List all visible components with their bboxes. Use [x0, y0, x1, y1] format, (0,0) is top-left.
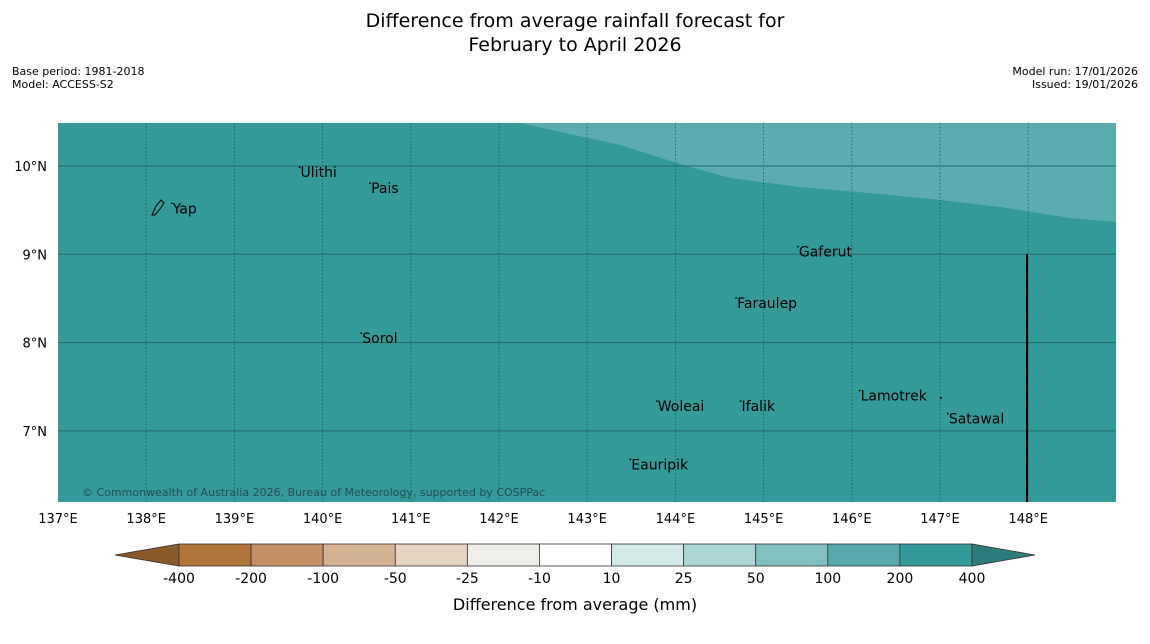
lon-tick-label: 147°E — [920, 512, 960, 527]
lon-tick-label: 140°E — [303, 512, 343, 527]
lon-tick-label: 137°E — [38, 512, 78, 527]
colorbar-bin — [827, 543, 901, 567]
graticule — [58, 123, 1116, 502]
lon-tick-label: 144°E — [656, 512, 696, 527]
colorbar-bin — [466, 543, 540, 567]
colorbar-tick-label: 100 — [814, 571, 841, 587]
meta-left: Base period: 1981-2018 Model: ACCESS-S2 — [12, 65, 144, 91]
colorbar-bin — [683, 543, 757, 567]
island-dot — [940, 397, 942, 399]
place-marker — [298, 166, 301, 169]
title-line-2: February to April 2026 — [468, 34, 682, 56]
lon-tick-label: 146°E — [832, 512, 872, 527]
model-run: Model run: 17/01/2026 — [1012, 65, 1138, 78]
colorbar-tick-label: -25 — [456, 571, 479, 587]
lon-tick-label: 141°E — [391, 512, 431, 527]
place-marker — [946, 412, 949, 415]
anomaly-region-50-100 — [520, 123, 1116, 222]
place-labels: Yap Ulithi Pais Gaferut Faraulep Sorol Lamotre… — [170, 165, 1004, 473]
colorbar-labels: -400 -200 -100 -50 -25 -10 10 25 50 100 200 400 — [163, 571, 985, 587]
colorbar-bin — [250, 543, 324, 567]
chart-title: Difference from average rainfall forecas… — [0, 9, 1150, 57]
place-label: Pais — [371, 181, 399, 197]
place-label: Lamotrek — [861, 389, 928, 405]
colorbar-extend-high — [971, 543, 1036, 567]
colorbar-bin — [394, 543, 468, 567]
latitude-labels: 10°N 9°N 8°N 7°N — [14, 160, 47, 440]
colorbar-tick-label: -10 — [528, 571, 551, 587]
colorbar-bin — [322, 543, 396, 567]
lon-tick-label: 145°E — [744, 512, 784, 527]
colorbar-bin — [178, 543, 252, 567]
place-marker — [369, 182, 372, 184]
issued-date: Issued: 19/01/2026 — [1031, 78, 1138, 91]
place-label: Faraulep — [737, 296, 797, 312]
colorbar-tick-label: -200 — [235, 571, 267, 587]
place-marker — [739, 400, 742, 403]
colorbar-tick-label: 400 — [959, 571, 986, 587]
lat-tick-label: 9°N — [23, 248, 48, 263]
place-marker — [735, 296, 738, 299]
colorbar-tick-label: 200 — [887, 571, 914, 587]
model-name: Model: ACCESS-S2 — [12, 78, 114, 91]
colorbar-tick-label: -50 — [384, 571, 407, 587]
place-label: Satawal — [949, 412, 1004, 428]
title-line-1: Difference from average rainfall forecas… — [365, 10, 785, 32]
place-label: Ulithi — [301, 165, 337, 181]
lon-tick-label: 142°E — [479, 512, 519, 527]
place-marker — [655, 400, 658, 403]
meta-right: Model run: 17/01/2026 Issued: 19/01/2026 — [1012, 65, 1138, 91]
lon-tick-label: 139°E — [215, 512, 255, 527]
place-label: Ifalik — [742, 399, 776, 415]
colorbar-tick-label: -400 — [163, 571, 195, 587]
colorbar-bin — [539, 543, 612, 567]
longitude-labels: 137°E 138°E 139°E 140°E 141°E 142°E 143°E 144°E… — [38, 512, 1048, 527]
base-period: Base period: 1981-2018 — [12, 65, 145, 78]
colorbar-bin — [755, 543, 829, 567]
place-marker — [629, 458, 632, 461]
colorbar-tick-label: 10 — [603, 571, 621, 587]
colorbar-title: Difference from average (mm) — [453, 595, 697, 614]
lon-tick-label: 143°E — [567, 512, 607, 527]
place-marker — [360, 332, 363, 335]
place-label: Eauripik — [631, 457, 689, 473]
colorbar-tick-label: 50 — [747, 571, 765, 587]
colorbar-extend-low — [114, 543, 180, 567]
place-label: Gaferut — [799, 245, 853, 261]
lat-tick-label: 8°N — [23, 337, 48, 352]
lat-tick-label: 10°N — [14, 160, 47, 175]
copyright-note: © Commonwealth of Australia 2026, Bureau… — [82, 486, 545, 499]
lon-tick-label: 138°E — [126, 512, 166, 527]
place-label: Yap — [172, 201, 197, 217]
colorbar-tick-label: 25 — [675, 571, 693, 587]
colorbar-bin — [611, 543, 685, 567]
place-label: Sorol — [362, 331, 397, 347]
lat-tick-label: 7°N — [23, 425, 48, 440]
colorbar — [114, 543, 1036, 567]
lon-tick-label: 148°E — [1008, 512, 1048, 527]
colorbar-tick-label: -100 — [307, 571, 339, 587]
place-label: Woleai — [658, 399, 705, 415]
place-marker — [796, 245, 799, 248]
place-marker — [170, 202, 173, 205]
place-marker — [858, 389, 861, 392]
yap-island-outline — [151, 199, 165, 216]
colorbar-bin — [899, 543, 973, 567]
